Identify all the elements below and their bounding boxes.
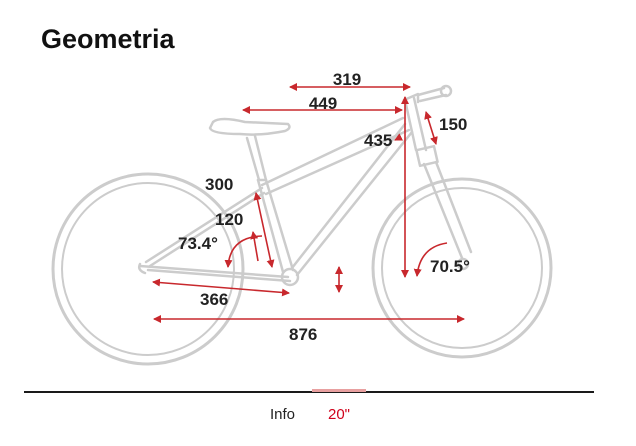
dimension-lines — [152, 83, 465, 323]
stem-value: 150 — [439, 115, 467, 134]
fork — [422, 160, 473, 260]
seat-angle-value: 73.4° — [178, 234, 218, 253]
head-angle-value: 70.5° — [430, 257, 470, 276]
tab-info[interactable]: Info — [270, 406, 296, 423]
handlebar — [416, 86, 448, 103]
top-tube — [260, 116, 411, 196]
head-tube-value: 120 — [215, 210, 243, 229]
seat-tube-dimension — [253, 192, 275, 268]
seat-angle-arc — [224, 235, 263, 268]
chainstay — [138, 264, 292, 283]
head-angle-arc — [413, 242, 448, 277]
seatstay — [144, 186, 266, 268]
stem-dimension — [424, 111, 438, 145]
head-tube — [403, 96, 428, 152]
measurement-labels: 319 449 150 435 300 120 73.4° 70.5° 366 … — [178, 70, 470, 344]
wheelbase-value: 876 — [289, 325, 317, 344]
saddle — [208, 117, 291, 136]
frame-length-dimension — [394, 133, 404, 141]
front-hub — [456, 257, 470, 271]
seat-post — [245, 134, 268, 182]
reach-value: 449 — [309, 94, 337, 113]
front-wheel — [371, 177, 553, 359]
seat-tube-value: 300 — [205, 175, 233, 194]
divider — [24, 391, 594, 393]
tab-size-20[interactable]: 20" — [328, 406, 351, 423]
chainstay-value: 366 — [200, 290, 228, 309]
section-title: Geometria — [41, 24, 175, 54]
top-tube-value: 319 — [333, 70, 361, 89]
frame-length-value: 435 — [364, 131, 392, 150]
chainstay-dimension — [152, 278, 290, 297]
bike-outline — [51, 84, 553, 366]
active-tab-indicator — [312, 389, 366, 392]
rear-wheel — [51, 172, 245, 366]
down-tube — [290, 122, 414, 277]
bottom-bracket — [280, 267, 300, 287]
